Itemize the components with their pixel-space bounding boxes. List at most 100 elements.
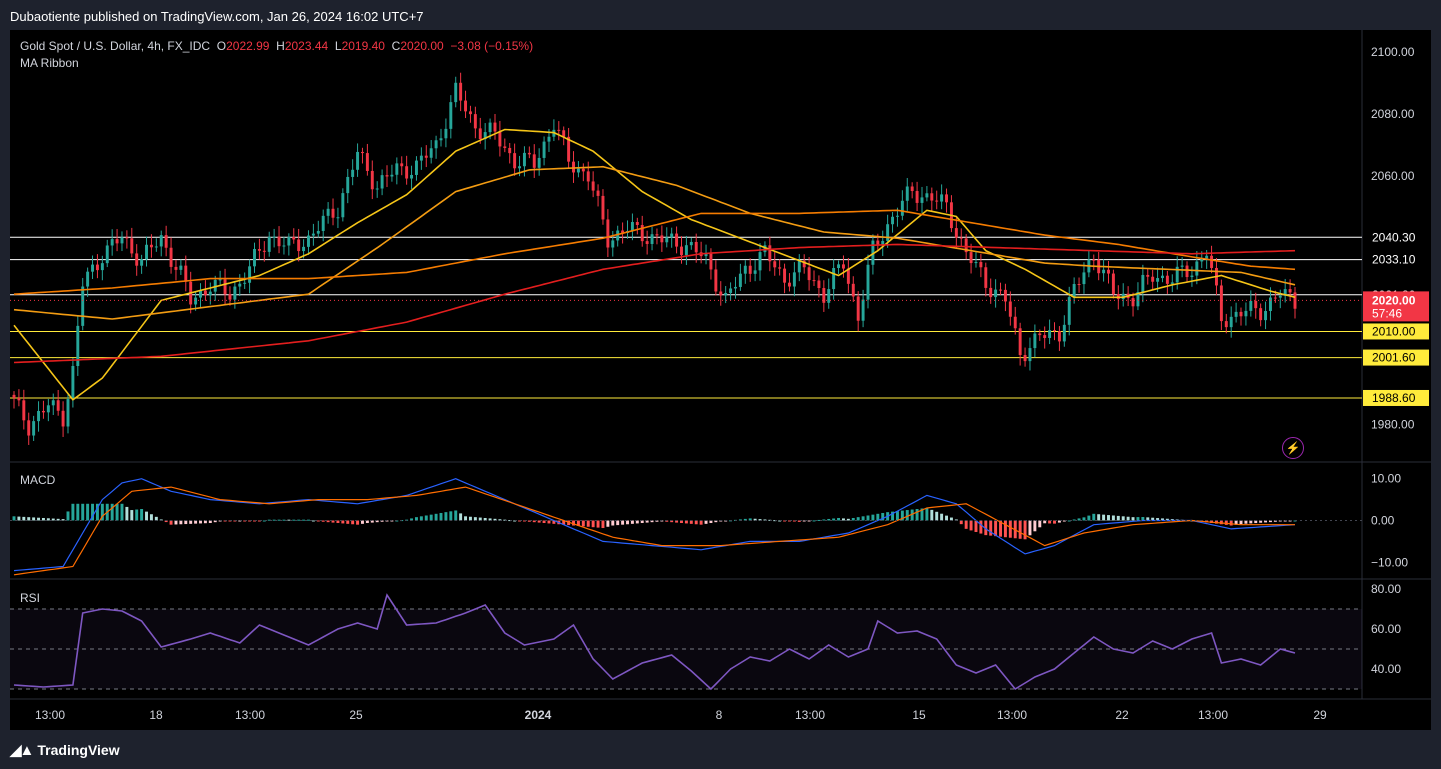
candle-body[interactable] (1239, 311, 1243, 317)
candle-body[interactable] (1121, 293, 1125, 300)
candle-body[interactable] (149, 244, 153, 248)
candle-body[interactable] (1161, 275, 1164, 279)
candle-body[interactable] (665, 237, 669, 243)
candle-body[interactable] (606, 219, 610, 248)
candle-body[interactable] (513, 153, 517, 169)
candle-body[interactable] (1229, 316, 1233, 328)
candle-body[interactable] (228, 294, 232, 300)
candle-body[interactable] (1278, 295, 1282, 298)
candle-body[interactable] (120, 237, 124, 244)
candle-body[interactable] (591, 181, 595, 191)
candle-body[interactable] (32, 421, 36, 436)
ma-line-ma-20[interactable] (13, 128, 1296, 401)
candle-body[interactable] (1082, 272, 1086, 285)
candle-body[interactable] (709, 252, 713, 270)
candle-body[interactable] (557, 129, 561, 131)
candle-body[interactable] (1092, 259, 1096, 261)
candle-body[interactable] (650, 234, 654, 244)
candle-body[interactable] (272, 236, 276, 238)
candle-body[interactable] (787, 282, 791, 287)
lightning-icon[interactable]: ⚡ (1282, 437, 1304, 459)
candle-body[interactable] (307, 235, 310, 247)
candle-body[interactable] (414, 160, 418, 175)
candle-body[interactable] (169, 247, 173, 267)
candle-body[interactable] (714, 269, 718, 292)
candle-body[interactable] (1048, 330, 1052, 338)
candle-body[interactable] (778, 267, 782, 269)
candle-body[interactable] (522, 152, 526, 167)
candle-body[interactable] (503, 146, 507, 148)
candle-body[interactable] (449, 102, 453, 129)
candle-body[interactable] (964, 238, 968, 253)
candle-body[interactable] (1224, 321, 1228, 328)
candle-body[interactable] (277, 236, 281, 247)
candle-body[interactable] (547, 136, 551, 142)
candle-body[interactable] (567, 136, 571, 162)
candle-body[interactable] (380, 175, 384, 189)
candle-body[interactable] (184, 265, 188, 282)
candle-body[interactable] (1018, 328, 1022, 356)
candle-body[interactable] (1205, 255, 1209, 259)
candle-body[interactable] (213, 279, 217, 292)
candle-body[interactable] (1170, 282, 1174, 284)
candle-body[interactable] (1033, 333, 1037, 349)
candle-body[interactable] (267, 236, 271, 252)
candle-body[interactable] (400, 163, 404, 167)
candle-body[interactable] (969, 252, 973, 264)
chart-svg[interactable]: 2040.302033.102021.802010.002001.601988.… (10, 30, 1431, 730)
candle-body[interactable] (483, 132, 487, 140)
candle-body[interactable] (370, 170, 374, 190)
candle-body[interactable] (596, 190, 600, 196)
candle-body[interactable] (27, 420, 31, 436)
candle-body[interactable] (999, 289, 1002, 291)
candle-body[interactable] (444, 128, 448, 139)
candle-body[interactable] (797, 260, 801, 273)
candle-body[interactable] (635, 222, 639, 225)
candle-body[interactable] (940, 194, 944, 202)
candle-body[interactable] (1151, 276, 1155, 282)
candle-body[interactable] (518, 166, 522, 169)
candle-body[interactable] (1288, 289, 1292, 293)
candle-body[interactable] (17, 397, 21, 401)
candle-body[interactable] (233, 286, 237, 300)
candle-body[interactable] (316, 230, 320, 234)
candle-body[interactable] (292, 237, 296, 240)
chart-area[interactable]: 2040.302033.102021.802010.002001.601988.… (10, 30, 1431, 730)
candle-body[interactable] (1038, 333, 1042, 336)
candle-body[interactable] (694, 241, 698, 253)
candle-body[interactable] (675, 233, 679, 247)
candle-body[interactable] (66, 399, 70, 427)
candle-body[interactable] (81, 286, 85, 326)
candle-body[interactable] (645, 241, 649, 244)
rsi-line[interactable] (13, 593, 1296, 691)
candle-body[interactable] (743, 265, 747, 274)
candle-body[interactable] (1141, 274, 1145, 292)
candle-body[interactable] (154, 246, 158, 248)
candle-body[interactable] (336, 217, 340, 219)
candle-body[interactable] (562, 130, 566, 137)
candle-body[interactable] (586, 171, 590, 182)
macd-label[interactable]: MACD (20, 473, 56, 487)
candle-body[interactable] (930, 193, 934, 201)
candle-body[interactable] (738, 273, 742, 287)
candle-body[interactable] (1210, 255, 1214, 268)
candle-body[interactable] (925, 193, 929, 198)
candle-body[interactable] (218, 279, 222, 281)
macd-signal-line[interactable] (13, 486, 1295, 576)
candle-body[interactable] (125, 237, 129, 239)
candle-body[interactable] (488, 122, 492, 133)
candle-body[interactable] (346, 176, 350, 194)
candle-body[interactable] (390, 174, 394, 177)
candle-body[interactable] (989, 287, 993, 298)
candle-body[interactable] (419, 155, 423, 161)
candle-body[interactable] (1200, 258, 1204, 262)
candle-body[interactable] (326, 208, 330, 216)
candle-body[interactable] (159, 235, 163, 247)
candle-body[interactable] (1190, 275, 1194, 278)
candle-body[interactable] (199, 290, 202, 298)
candle-body[interactable] (12, 394, 16, 398)
candle-body[interactable] (56, 400, 60, 411)
candle-body[interactable] (194, 297, 198, 305)
candle-body[interactable] (22, 400, 26, 421)
candle-body[interactable] (832, 268, 836, 290)
